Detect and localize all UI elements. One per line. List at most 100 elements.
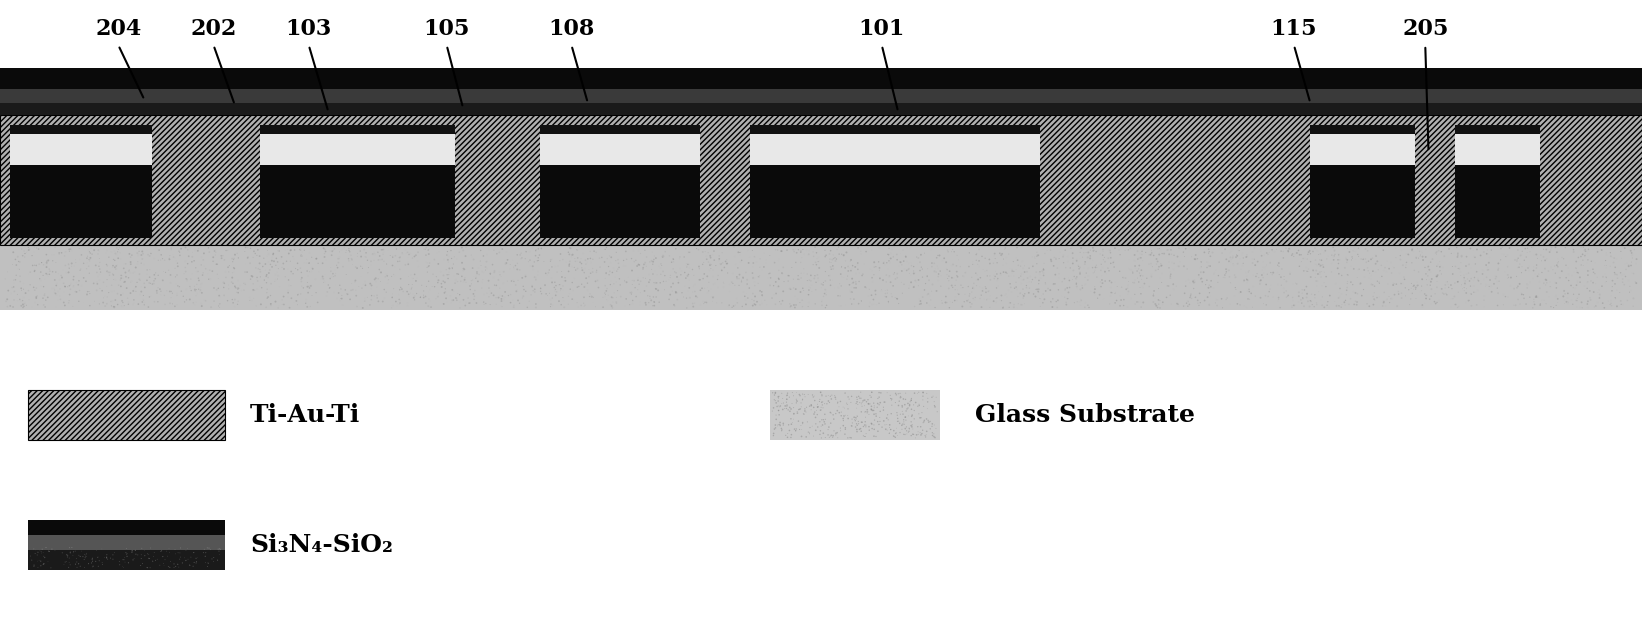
Point <box>66 285 92 295</box>
Point <box>379 271 406 281</box>
Point <box>844 411 870 422</box>
Point <box>77 257 103 267</box>
Point <box>818 418 844 428</box>
Point <box>1273 276 1299 287</box>
Point <box>1128 288 1154 299</box>
Point <box>241 249 268 259</box>
Point <box>30 559 56 569</box>
Point <box>709 265 736 275</box>
Point <box>437 291 463 301</box>
Point <box>877 428 903 438</box>
Point <box>20 250 46 261</box>
Point <box>778 430 805 440</box>
Point <box>1253 262 1279 272</box>
Point <box>599 268 626 278</box>
Point <box>281 254 307 264</box>
Point <box>878 244 905 254</box>
Point <box>141 547 167 557</box>
Point <box>923 286 949 296</box>
Point <box>246 281 273 291</box>
Point <box>777 283 803 293</box>
Point <box>71 562 97 573</box>
Point <box>1302 268 1328 278</box>
Point <box>795 389 821 399</box>
Point <box>1059 248 1085 258</box>
Point <box>834 274 860 284</box>
Point <box>1179 252 1205 262</box>
Point <box>544 267 570 277</box>
Point <box>333 288 360 299</box>
Point <box>1412 269 1438 279</box>
Point <box>1320 255 1346 265</box>
Point <box>1527 283 1553 294</box>
Point <box>1240 258 1266 268</box>
Point <box>816 270 842 280</box>
Point <box>463 273 489 283</box>
Point <box>1074 252 1100 262</box>
Point <box>1102 277 1128 287</box>
Point <box>8 301 34 311</box>
Point <box>1333 282 1360 292</box>
Point <box>1305 246 1332 256</box>
Point <box>846 417 872 427</box>
Point <box>171 269 197 279</box>
Point <box>1516 265 1542 275</box>
Point <box>1010 291 1036 301</box>
Point <box>56 246 82 256</box>
Point <box>34 292 61 302</box>
Point <box>837 433 864 443</box>
Point <box>433 250 460 260</box>
Point <box>113 552 140 562</box>
Point <box>299 266 325 276</box>
Point <box>663 287 690 297</box>
Point <box>1090 255 1117 265</box>
Point <box>722 280 749 290</box>
Point <box>182 290 209 301</box>
Point <box>1603 262 1629 273</box>
Point <box>558 294 585 304</box>
Point <box>859 266 885 276</box>
Point <box>619 280 645 290</box>
Point <box>1512 265 1539 275</box>
Point <box>787 273 813 283</box>
Point <box>294 281 320 292</box>
Point <box>943 261 969 271</box>
Point <box>619 287 645 297</box>
Point <box>1286 291 1312 301</box>
Point <box>673 259 699 269</box>
Point <box>562 254 588 264</box>
Point <box>770 404 796 415</box>
Point <box>1598 295 1624 306</box>
Point <box>1300 265 1327 275</box>
Point <box>177 243 204 253</box>
Point <box>1412 289 1438 299</box>
Point <box>808 402 834 412</box>
Point <box>900 410 926 420</box>
Point <box>1084 293 1110 303</box>
Point <box>539 254 565 264</box>
Point <box>1471 295 1498 306</box>
Point <box>1452 280 1478 290</box>
Point <box>910 395 936 405</box>
Point <box>1197 261 1223 271</box>
Point <box>1186 301 1212 311</box>
Point <box>1159 257 1186 268</box>
Point <box>675 269 701 280</box>
Point <box>392 260 419 270</box>
Point <box>41 285 67 295</box>
Point <box>383 297 409 307</box>
Point <box>167 250 194 261</box>
Point <box>1327 301 1353 311</box>
Point <box>1103 295 1130 306</box>
Point <box>768 299 795 309</box>
Point <box>1415 271 1442 281</box>
Point <box>184 552 210 562</box>
Point <box>1210 302 1236 313</box>
Point <box>284 296 310 306</box>
Point <box>878 400 905 410</box>
Point <box>1279 302 1305 313</box>
Point <box>448 271 475 281</box>
Point <box>1585 272 1611 282</box>
Point <box>762 390 788 400</box>
Point <box>773 394 800 404</box>
